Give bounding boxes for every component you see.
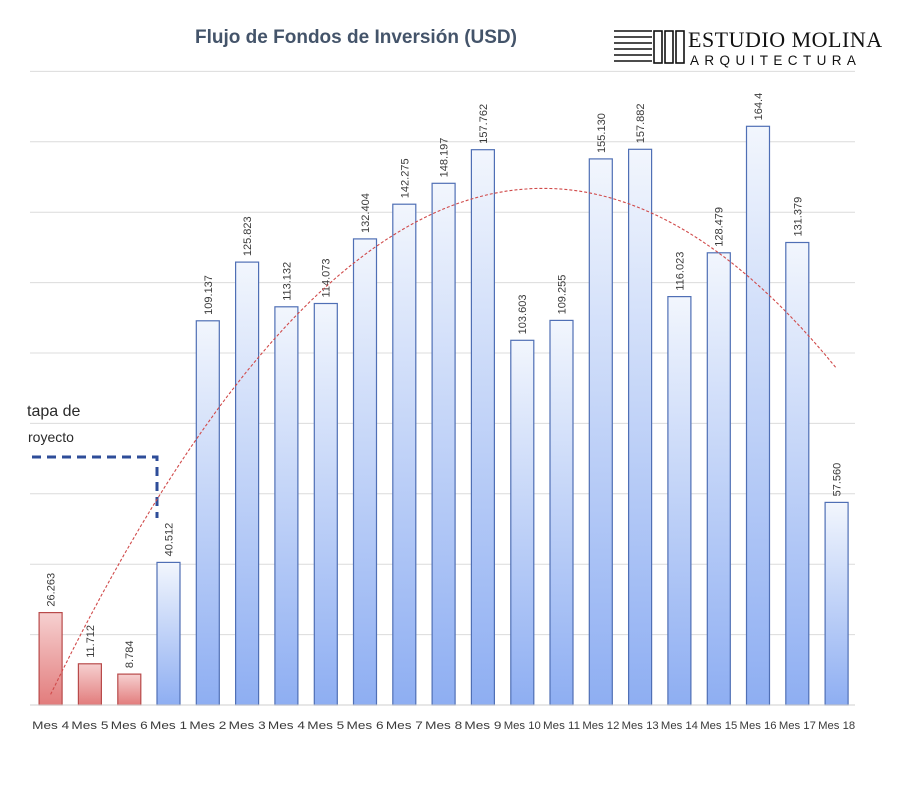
logo-mark-icon <box>614 30 685 64</box>
bar-11 <box>431 182 456 706</box>
bar-9 <box>352 238 378 706</box>
data-label-2: 11.712 <box>85 625 97 658</box>
chart-title: Flujo de Fondos de Inversión (USD) <box>195 27 517 48</box>
bar-5 <box>195 320 220 706</box>
x-tick-label-18: Mes 15 <box>700 720 737 732</box>
bar-3 <box>117 673 142 706</box>
bar-15 <box>588 158 613 706</box>
data-label-18: 128.479 <box>714 207 726 247</box>
x-tick-label-17: Mes 14 <box>661 720 698 732</box>
annotation-bracket <box>32 455 159 518</box>
bar-7 <box>274 306 299 706</box>
x-tick-label-3: Mes 6 <box>111 720 148 732</box>
logo: ESTUDIO MOLINA ARQUITECTURA <box>614 27 883 68</box>
data-label-12: 157.762 <box>478 104 490 144</box>
bar-8 <box>313 302 338 706</box>
data-label-5: 109.137 <box>203 275 215 315</box>
bar-13 <box>510 339 535 706</box>
annotation-line-2: royecto <box>28 429 74 445</box>
data-label-3: 8.784 <box>124 641 136 669</box>
x-tick-label-8: Mes 5 <box>307 720 344 732</box>
data-label-21: 57.560 <box>832 463 844 497</box>
bar-6 <box>235 261 260 706</box>
x-tick-label-11: Mes 8 <box>425 720 462 732</box>
data-label-13: 103.603 <box>517 295 529 335</box>
data-label-10: 142.275 <box>399 158 411 198</box>
x-tick-label-5: Mes 2 <box>189 720 226 732</box>
data-label-9: 132.404 <box>360 193 372 233</box>
x-tick-label-10: Mes 7 <box>386 720 423 732</box>
x-tick-label-1: Mes 4 <box>32 720 69 732</box>
x-tick-label-14: Mes 11 <box>543 720 580 732</box>
data-label-7: 113.132 <box>281 262 293 301</box>
project-stage-annotation: tapa de royecto <box>27 403 159 518</box>
x-tick-label-12: Mes 9 <box>464 720 501 732</box>
bar-19 <box>745 125 771 706</box>
bar-21 <box>824 501 849 706</box>
annotation-line-1: tapa de <box>27 403 80 420</box>
data-label-8: 114.073 <box>321 259 333 298</box>
bar-1 <box>38 611 63 706</box>
bar-4 <box>156 561 181 706</box>
x-tick-label-2: Mes 5 <box>71 720 108 732</box>
x-tick-label-21: Mes 18 <box>818 720 855 732</box>
data-label-16: 157.882 <box>635 103 647 143</box>
bar-14 <box>549 319 574 706</box>
x-tick-label-6: Mes 3 <box>229 720 266 732</box>
x-tick-label-7: Mes 4 <box>268 720 305 732</box>
x-tick-label-13: Mes 10 <box>504 720 541 732</box>
bar-2 <box>77 663 103 706</box>
data-label-19: 164.4 <box>753 93 765 121</box>
data-label-17: 116.023 <box>674 252 686 291</box>
x-axis-labels: Mes 4 Mes 5 Mes 6 Mes 1 Mes 2 Mes 3 Mes 4 Mes 5… <box>32 720 855 732</box>
data-label-11: 148.197 <box>439 138 451 178</box>
bar-16 <box>627 148 653 706</box>
bar-20 <box>785 241 810 706</box>
logo-tagline: ARQUITECTURA <box>690 53 861 68</box>
x-tick-label-9: Mes 6 <box>347 720 384 732</box>
data-label-6: 125.823 <box>242 216 254 256</box>
trend-line <box>50 187 838 695</box>
x-tick-label-16: Mes 13 <box>622 720 659 732</box>
logo-name: ESTUDIO MOLINA <box>688 27 883 52</box>
data-label-4: 40.512 <box>164 523 176 557</box>
x-tick-label-4: Mes 1 <box>150 720 187 732</box>
x-tick-label-20: Mes 17 <box>779 720 816 732</box>
data-label-14: 109.255 <box>557 275 569 315</box>
data-label-20: 131.379 <box>792 197 804 237</box>
x-tick-label-19: Mes 16 <box>740 720 777 732</box>
bar-17 <box>667 296 692 706</box>
bar-12 <box>470 149 495 706</box>
data-label-1: 26.263 <box>46 573 58 607</box>
x-tick-label-15: Mes 12 <box>582 720 619 732</box>
bars: 26.263 11.712 8.784 40.512 109.137 125.823 113… <box>38 93 849 706</box>
data-label-15: 155.130 <box>596 113 608 153</box>
bar-10 <box>392 203 417 706</box>
bar-18 <box>706 252 731 706</box>
